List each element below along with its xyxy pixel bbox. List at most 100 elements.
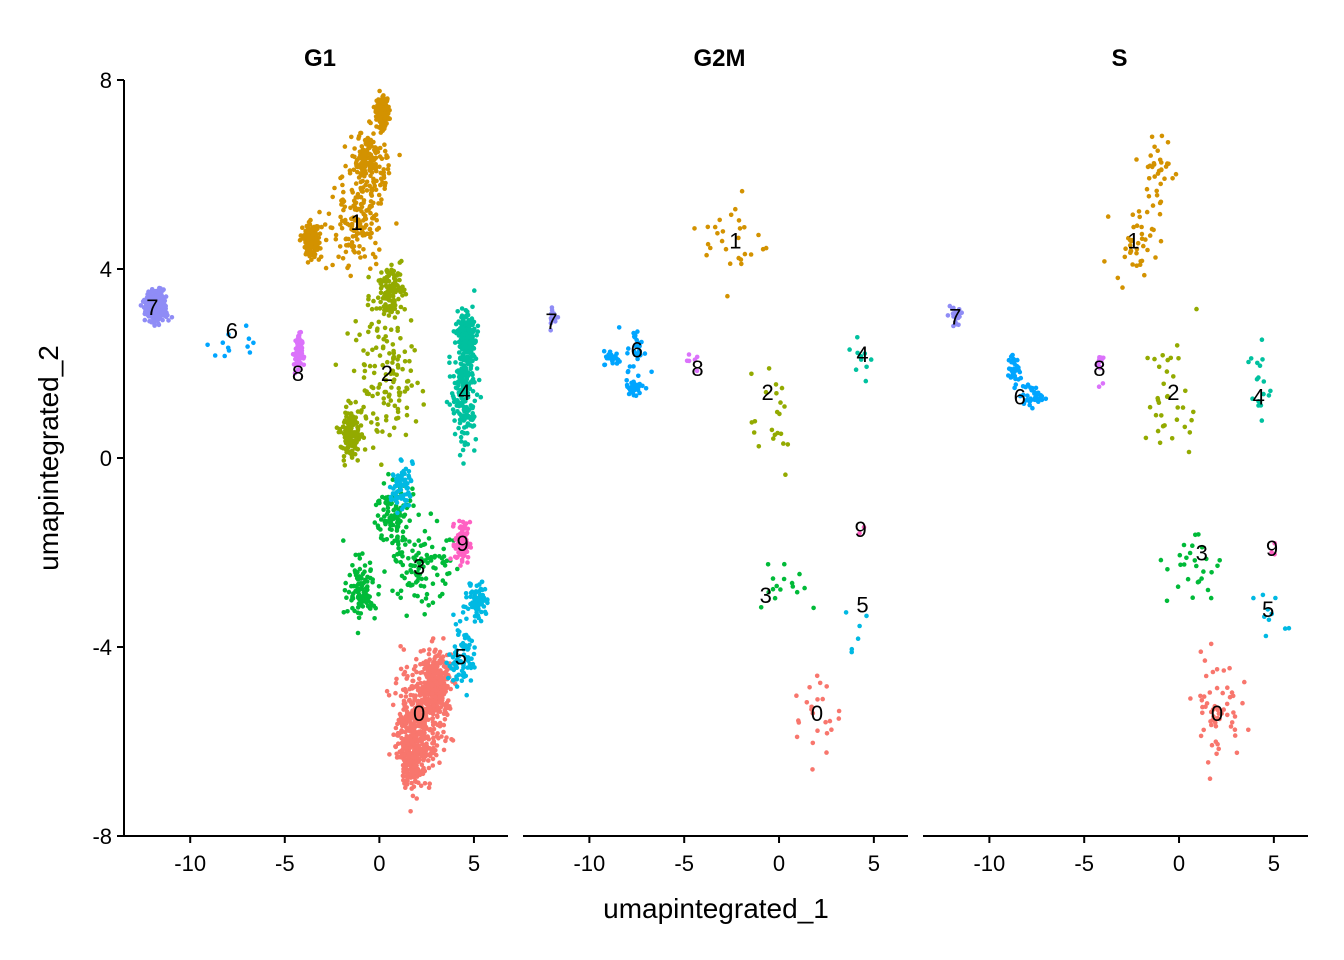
- data-point: [772, 595, 778, 601]
- data-point: [429, 682, 435, 688]
- data-point: [369, 204, 375, 209]
- data-point: [1150, 203, 1156, 208]
- data-point: [368, 173, 373, 179]
- data-point: [794, 734, 800, 740]
- data-point: [371, 370, 377, 376]
- data-point: [358, 255, 363, 260]
- data-point: [738, 257, 744, 262]
- data-point: [464, 594, 469, 600]
- data-point: [384, 414, 389, 419]
- data-point: [616, 325, 622, 330]
- data-point: [398, 336, 403, 341]
- data-point: [467, 637, 472, 642]
- data-point: [398, 588, 404, 594]
- data-point: [401, 647, 407, 652]
- data-point: [358, 599, 364, 604]
- data-point: [409, 459, 415, 464]
- data-point: [468, 346, 474, 352]
- data-point: [388, 398, 394, 403]
- data-point: [341, 189, 346, 195]
- data-point: [404, 385, 409, 391]
- data-point: [420, 716, 425, 721]
- data-point: [457, 329, 462, 334]
- data-point: [399, 506, 405, 512]
- data-point: [369, 161, 375, 167]
- data-point: [434, 518, 440, 524]
- data-point: [407, 539, 412, 544]
- data-point: [1027, 399, 1033, 404]
- data-point: [447, 374, 453, 379]
- data-point: [350, 563, 355, 568]
- data-point: [409, 383, 415, 388]
- data-point: [458, 361, 464, 367]
- data-point: [383, 304, 389, 309]
- data-point: [431, 741, 437, 746]
- data-point: [1210, 669, 1216, 675]
- data-point: [386, 471, 391, 477]
- data-point: [384, 339, 390, 344]
- data-point: [457, 375, 463, 381]
- data-point: [379, 170, 385, 176]
- data-point: [1120, 285, 1125, 290]
- data-point: [362, 213, 368, 218]
- data-point: [1163, 164, 1169, 169]
- data-point: [636, 373, 641, 379]
- data-point: [423, 663, 429, 668]
- data-point: [1032, 397, 1037, 403]
- data-point: [478, 586, 484, 592]
- data-point: [1139, 224, 1144, 230]
- data-point: [1183, 388, 1188, 394]
- data-point: [1190, 595, 1195, 600]
- data-point: [394, 221, 399, 226]
- data-point: [379, 197, 384, 202]
- data-point: [1102, 259, 1107, 264]
- data-point: [465, 421, 471, 426]
- data-point: [394, 559, 399, 564]
- data-point: [407, 358, 412, 364]
- data-point: [356, 231, 361, 236]
- data-point: [774, 583, 779, 589]
- data-point: [410, 672, 415, 678]
- data-point: [395, 535, 400, 540]
- data-point: [1164, 598, 1170, 604]
- data-point: [377, 88, 382, 94]
- data-point: [406, 475, 412, 481]
- data-point: [1013, 376, 1018, 382]
- data-point: [1158, 238, 1164, 244]
- data-point: [351, 368, 357, 374]
- data-point: [461, 461, 466, 466]
- data-point: [347, 450, 353, 456]
- data-point: [400, 773, 406, 778]
- data-point: [411, 503, 416, 509]
- data-point: [458, 563, 463, 568]
- data-point: [465, 560, 470, 565]
- data-point: [375, 391, 381, 397]
- data-point: [459, 394, 464, 399]
- data-point: [362, 447, 368, 452]
- data-point: [783, 472, 788, 478]
- data-point: [409, 780, 414, 786]
- data-point: [717, 217, 722, 223]
- data-point: [412, 542, 417, 548]
- data-point: [372, 616, 377, 621]
- data-point: [814, 673, 820, 679]
- data-point: [472, 380, 477, 385]
- data-point: [397, 550, 403, 555]
- data-point: [467, 661, 473, 667]
- data-point: [329, 225, 335, 231]
- data-point: [365, 302, 371, 308]
- data-point: [310, 225, 315, 230]
- data-point: [429, 691, 435, 696]
- data-point: [1154, 193, 1160, 198]
- data-point: [739, 188, 745, 194]
- data-point: [474, 366, 480, 371]
- data-point: [356, 175, 362, 180]
- data-point: [450, 738, 456, 743]
- data-point: [461, 604, 466, 609]
- data-point: [463, 320, 469, 325]
- data-point: [406, 754, 411, 760]
- data-point: [435, 572, 440, 578]
- data-point: [811, 605, 816, 611]
- data-point: [804, 700, 810, 705]
- data-point: [1130, 212, 1136, 217]
